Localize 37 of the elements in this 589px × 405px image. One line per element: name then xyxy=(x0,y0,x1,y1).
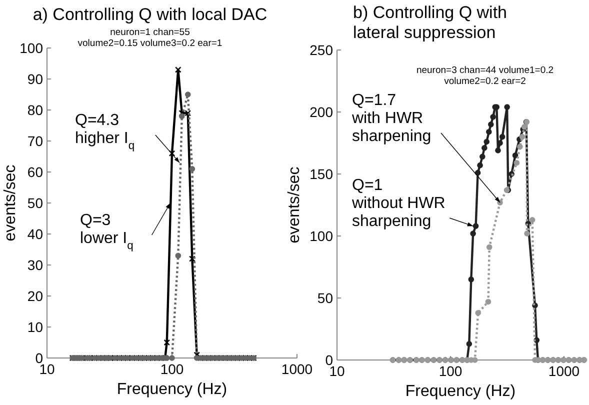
y-tick-label: 10 xyxy=(27,319,44,335)
y-tick-label: 40 xyxy=(27,226,44,242)
annotation: Q=1.7 with HWR sharpening xyxy=(351,92,432,145)
x-tick-label: 1000 xyxy=(281,361,313,377)
y-tick-label: 20 xyxy=(27,288,44,304)
annotation: Q=3 lower I$_{q}$ xyxy=(80,212,134,252)
y-tick-label: 200 xyxy=(310,104,334,120)
y-axis-title: events/sec xyxy=(286,166,303,244)
y-tick-label: 250 xyxy=(310,42,334,58)
point xyxy=(179,113,185,120)
chart-title: a) Controlling Q with local DAC xyxy=(32,5,268,24)
chart-title: b) Controlling Q with lateral suppression xyxy=(353,3,508,42)
y-tick-label: 150 xyxy=(310,166,334,182)
text: neuron=3 chan=44 volume1=0.2 volume2=0.2 ear=2 xyxy=(416,65,554,87)
point xyxy=(189,166,196,172)
y-tick-label: 90 xyxy=(27,71,44,87)
point xyxy=(184,92,191,98)
y-tick-label: 30 xyxy=(27,257,44,273)
x-tick-label: 100 xyxy=(438,363,462,379)
x-axis-title: Frequency (Hz) xyxy=(405,383,516,400)
y-axis-title: events/sec xyxy=(2,164,19,242)
y-tick-label: 70 xyxy=(27,133,44,149)
x-axis-title: Frequency (Hz) xyxy=(116,381,228,398)
y-tick-label: 50 xyxy=(27,195,44,211)
chart-subtitle: neuron=1 chan=55 volume2=0.15 volume3=0.2 ear=1 xyxy=(78,27,222,49)
point xyxy=(189,256,196,262)
point xyxy=(175,66,182,73)
point xyxy=(175,252,182,259)
annotation: Q=1 without HWR sharpening xyxy=(351,177,446,230)
y-tick-label: 100 xyxy=(310,228,334,244)
y-tick-label: 60 xyxy=(27,164,44,180)
y-tick-label: 80 xyxy=(27,102,44,118)
y-tick-label: 100 xyxy=(20,40,44,56)
y-tick-label: 50 xyxy=(317,290,334,306)
x-tick-label: 100 xyxy=(160,361,184,377)
annotation: Q=4.3 higher I$_{q}$ xyxy=(75,112,135,152)
x-tick-label: 1000 xyxy=(548,363,580,379)
